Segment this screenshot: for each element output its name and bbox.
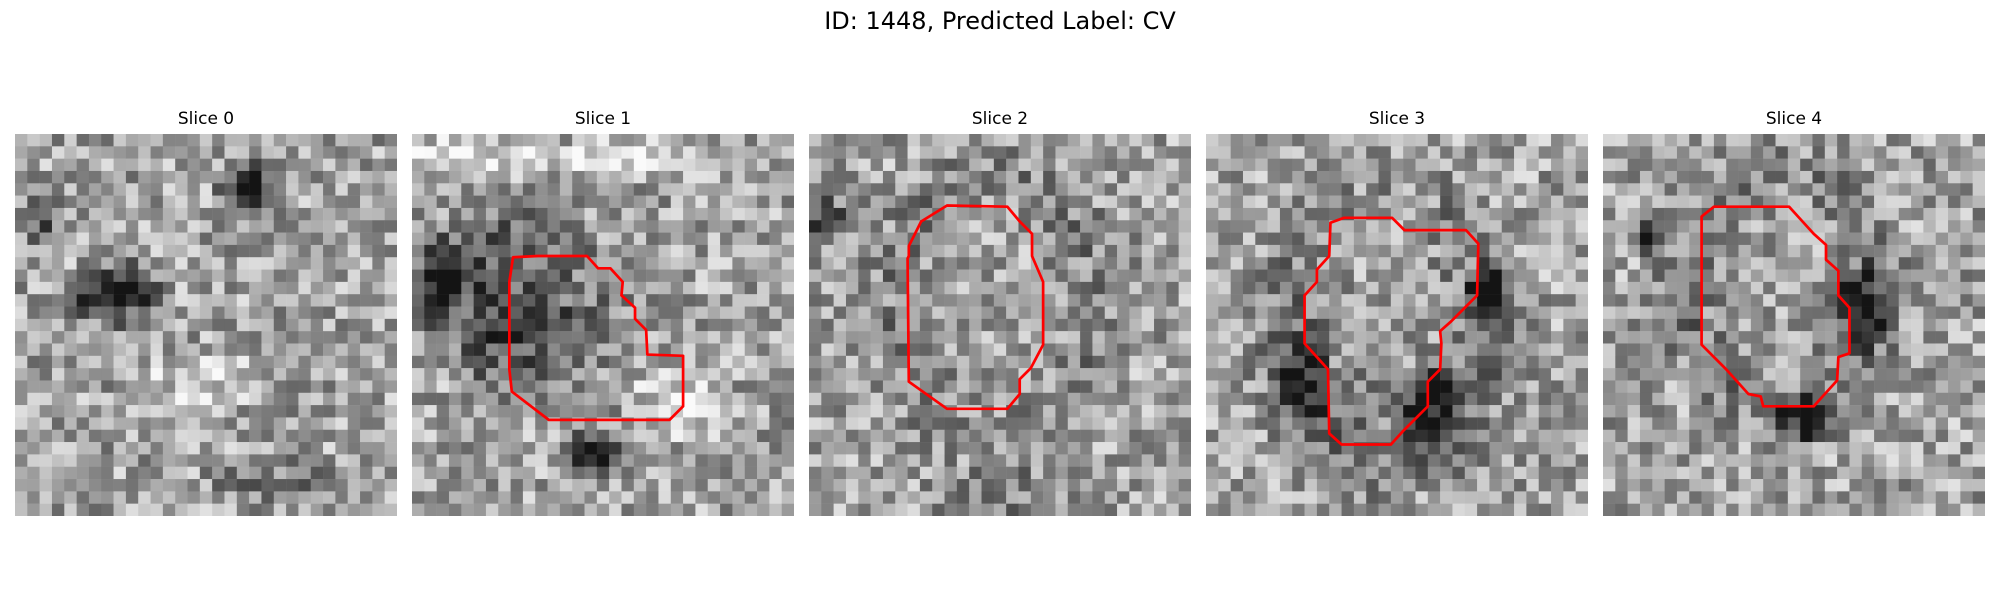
slice-image xyxy=(1603,134,1985,516)
slice-image xyxy=(412,134,794,516)
slice-image xyxy=(1206,134,1588,516)
slice-title: Slice 3 xyxy=(1368,109,1426,129)
slice-panel-4: Slice 4 xyxy=(1603,108,1985,518)
slice-panel-0: Slice 0 xyxy=(15,108,397,518)
slice-title: Slice 0 xyxy=(177,109,235,129)
segmentation-contour xyxy=(1303,216,1480,446)
figure-title: ID: 1448, Predicted Label: CV xyxy=(824,7,1176,35)
slice-title: Slice 1 xyxy=(574,109,632,129)
slice-panel-3: Slice 3 xyxy=(1206,108,1588,518)
segmentation-contour xyxy=(1700,205,1851,408)
segmentation-contour xyxy=(507,254,685,422)
slice-panel-2: Slice 2 xyxy=(809,108,1191,518)
slice-image xyxy=(809,134,1191,516)
slice-image xyxy=(15,134,397,516)
slice-title: Slice 2 xyxy=(971,109,1029,129)
slice-title: Slice 4 xyxy=(1765,109,1823,129)
slice-panel-1: Slice 1 xyxy=(412,108,794,518)
segmentation-contour xyxy=(906,204,1045,411)
